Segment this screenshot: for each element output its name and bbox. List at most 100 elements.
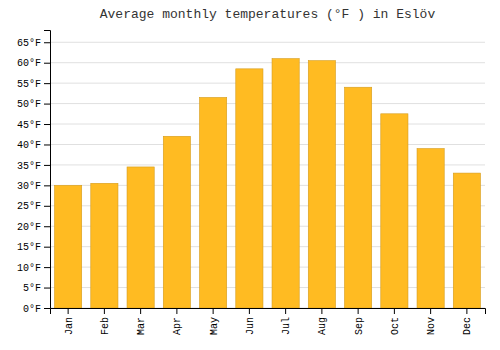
y-tick: 10°F bbox=[17, 263, 50, 274]
y-tick: 20°F bbox=[17, 222, 50, 233]
x-tick: May bbox=[209, 308, 220, 335]
y-tick-label: 25°F bbox=[17, 201, 41, 212]
x-tick-mark bbox=[104, 308, 105, 314]
y-tick-mark bbox=[44, 267, 50, 268]
bar bbox=[127, 167, 154, 308]
x-tick: Sep bbox=[354, 308, 365, 335]
bars bbox=[55, 59, 481, 308]
x-tick: Aug bbox=[317, 308, 328, 335]
x-tick: Dec bbox=[462, 308, 473, 335]
title: Average monthly temperatures (°F ) in Es… bbox=[100, 7, 436, 22]
x-tick-label: Jun bbox=[245, 317, 256, 335]
y-axis: 0°F 5°F 10°F 15°F 20°F 25°F 30°F 35°F 40°F 45°F 50… bbox=[17, 31, 51, 315]
y-tick-mark bbox=[44, 63, 50, 64]
grid-line bbox=[50, 124, 485, 125]
bar bbox=[91, 183, 118, 308]
y-tick-mark bbox=[44, 288, 50, 289]
y-tick-label: 5°F bbox=[23, 283, 41, 294]
y-tick-label: 55°F bbox=[17, 79, 41, 90]
x-tick-label: Mar bbox=[136, 317, 147, 335]
y-tick-label: 15°F bbox=[17, 242, 41, 253]
y-tick: 5°F bbox=[23, 283, 50, 294]
y-tick-label: 60°F bbox=[17, 58, 41, 69]
bar bbox=[236, 69, 263, 308]
x-tick-label: May bbox=[209, 317, 220, 335]
y-tick-label: 35°F bbox=[17, 161, 41, 172]
y-tick: 15°F bbox=[17, 242, 50, 253]
y-tick: 35°F bbox=[17, 161, 50, 172]
bar bbox=[200, 97, 227, 308]
grid-line bbox=[50, 83, 485, 84]
chart: 0°F 5°F 10°F 15°F 20°F 25°F 30°F 35°F 40°F 45°F 50… bbox=[0, 0, 500, 350]
y-tick: 40°F bbox=[17, 140, 50, 151]
bar bbox=[272, 59, 299, 308]
x-tick: Feb bbox=[100, 308, 111, 335]
y-tick: 0°F bbox=[23, 304, 50, 315]
x-tick-mark bbox=[321, 308, 322, 314]
y-tick-mark bbox=[44, 144, 50, 145]
x-tick-label: Sep bbox=[354, 317, 365, 335]
bar bbox=[308, 61, 335, 308]
x-tick: Mar bbox=[136, 308, 147, 335]
x-tick-mark bbox=[68, 308, 69, 314]
grid-line bbox=[50, 103, 485, 104]
x-tick-mark bbox=[285, 308, 286, 314]
y-tick-mark bbox=[44, 165, 50, 166]
y-tick: 25°F bbox=[17, 201, 50, 212]
grid bbox=[50, 42, 485, 308]
bar bbox=[453, 173, 480, 308]
x-tick-mark bbox=[358, 308, 359, 314]
y-tick: 45°F bbox=[17, 120, 50, 131]
x-tick-label: Feb bbox=[100, 317, 111, 335]
y-tick-mark bbox=[44, 83, 50, 84]
x-tick-mark bbox=[213, 308, 214, 314]
y-axis-line bbox=[44, 31, 51, 309]
x-tick-label: Nov bbox=[426, 317, 437, 335]
y-tick-mark bbox=[44, 42, 50, 43]
y-tick-label: 0°F bbox=[23, 304, 41, 315]
y-tick-label: 20°F bbox=[17, 222, 41, 233]
x-tick-label: Jan bbox=[64, 317, 75, 335]
y-tick-label: 45°F bbox=[17, 120, 41, 131]
x-axis-line bbox=[51, 309, 486, 315]
x-tick-mark bbox=[249, 308, 250, 314]
y-tick-label: 30°F bbox=[17, 181, 41, 192]
x-tick-mark bbox=[176, 308, 177, 314]
grid-line bbox=[50, 144, 485, 145]
x-axis: Jan Feb Mar Apr May Jun Jul Aug Sep Oct Nov Dec bbox=[51, 308, 486, 335]
bar bbox=[417, 149, 444, 308]
x-tick: Jun bbox=[245, 308, 256, 335]
bar bbox=[163, 136, 190, 308]
bar bbox=[381, 114, 408, 308]
y-tick-mark bbox=[44, 185, 50, 186]
y-tick: 50°F bbox=[17, 99, 50, 110]
grid-line bbox=[50, 42, 485, 43]
y-tick-mark bbox=[44, 206, 50, 207]
bar bbox=[345, 87, 372, 308]
x-tick: Apr bbox=[172, 308, 183, 335]
x-tick-mark bbox=[466, 308, 467, 314]
x-tick-mark bbox=[430, 308, 431, 314]
x-tick-label: Aug bbox=[317, 317, 328, 335]
y-tick: 55°F bbox=[17, 79, 50, 90]
plot-area: 0°F 5°F 10°F 15°F 20°F 25°F 30°F 35°F 40°F 45°F 50… bbox=[17, 31, 486, 336]
y-tick: 65°F bbox=[17, 38, 50, 49]
x-tick-label: Oct bbox=[390, 317, 401, 335]
y-tick-mark bbox=[44, 226, 50, 227]
x-tick: Oct bbox=[390, 308, 401, 335]
bar bbox=[55, 185, 82, 308]
y-tick-label: 40°F bbox=[17, 140, 41, 151]
x-tick-label: Apr bbox=[172, 317, 183, 335]
grid-line bbox=[50, 62, 485, 63]
x-tick: Jan bbox=[64, 308, 75, 335]
x-tick-label: Dec bbox=[462, 317, 473, 335]
y-tick-label: 65°F bbox=[17, 38, 41, 49]
y-tick-mark bbox=[44, 104, 50, 105]
y-tick: 60°F bbox=[17, 58, 50, 69]
x-tick: Nov bbox=[426, 308, 437, 335]
y-tick-label: 50°F bbox=[17, 99, 41, 110]
y-tick-mark bbox=[44, 247, 50, 248]
x-tick: Jul bbox=[281, 308, 292, 335]
y-tick-mark bbox=[44, 308, 50, 309]
y-tick-mark bbox=[44, 124, 50, 125]
